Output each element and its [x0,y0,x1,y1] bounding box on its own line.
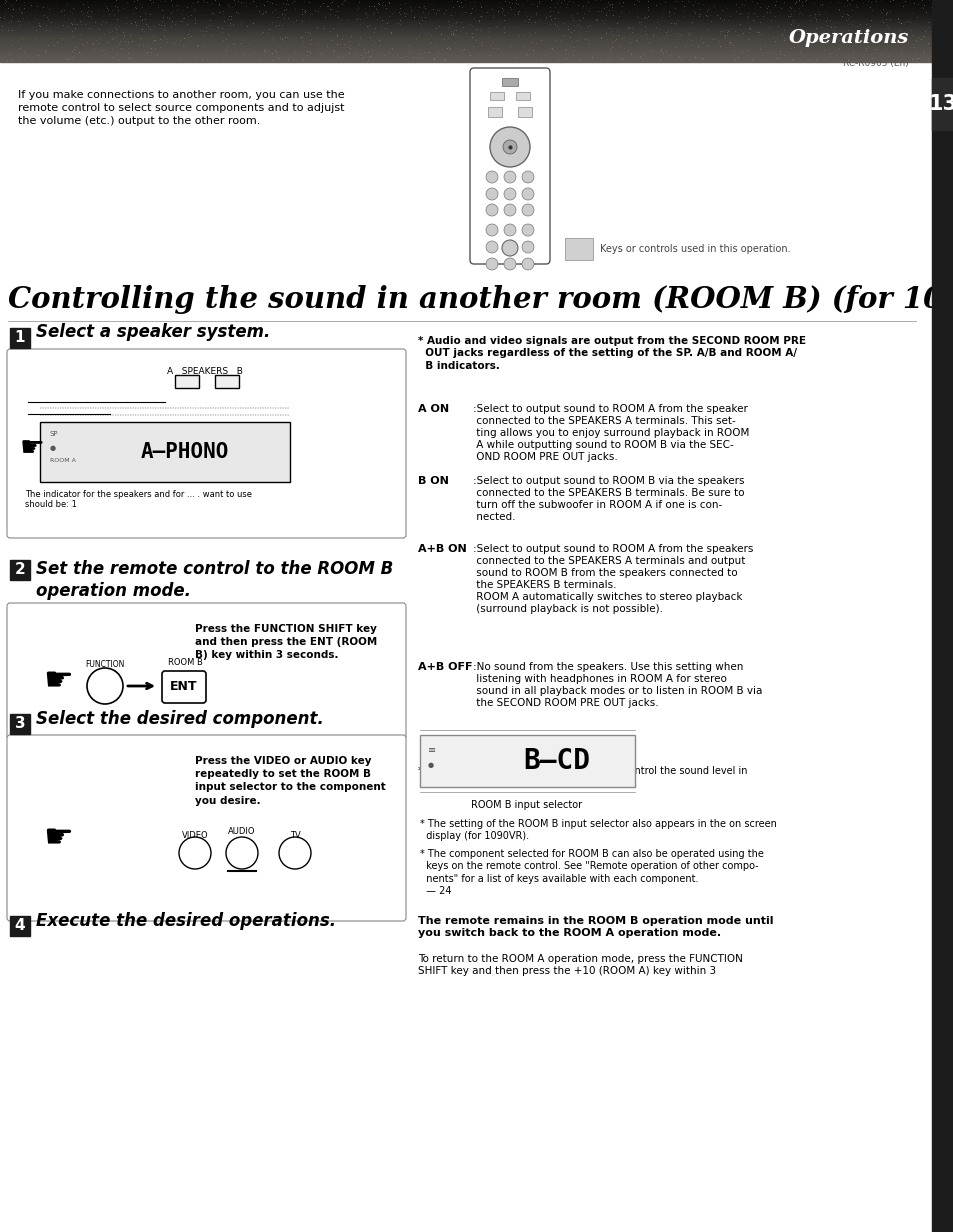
Circle shape [485,257,497,270]
Circle shape [521,224,534,237]
Text: 3: 3 [14,717,26,732]
Circle shape [502,140,517,154]
Circle shape [485,188,497,200]
Circle shape [278,837,311,869]
FancyBboxPatch shape [7,349,406,538]
Text: :No sound from the speakers. Use this setting when
 listening with headphones in: :No sound from the speakers. Use this se… [473,662,761,708]
Text: ●: ● [428,763,434,768]
Bar [564,238,593,260]
Text: Execute the desired operations.: Execute the desired operations. [36,912,335,930]
FancyBboxPatch shape [7,602,406,739]
Bar [40,423,290,482]
Circle shape [485,224,497,237]
Text: Keys or controls used in this operation.: Keys or controls used in this operation. [599,244,790,254]
Text: ROOM B: ROOM B [168,658,202,667]
Text: 4: 4 [14,919,26,934]
Text: ☛: ☛ [43,822,72,855]
Text: :Select to output sound to ROOM B via the speakers
 connected to the SPEAKERS B : :Select to output sound to ROOM B via th… [473,476,743,522]
Circle shape [501,240,517,256]
Circle shape [485,241,497,253]
Text: 2: 2 [14,563,26,578]
Text: ☛: ☛ [43,664,72,697]
Text: ENT: ENT [170,680,197,694]
Circle shape [226,837,257,869]
Circle shape [521,257,534,270]
Circle shape [521,241,534,253]
Bar [516,92,530,100]
Bar [10,917,30,936]
Circle shape [503,205,516,216]
Text: Operations: Operations [788,30,908,47]
Text: To return to the ROOM A operation mode, press the FUNCTION
SHIFT key and then pr: To return to the ROOM A operation mode, … [417,954,742,977]
Bar [10,328,30,347]
Text: ROOM B input selector: ROOM B input selector [471,800,582,809]
Text: A+B ON: A+B ON [417,545,466,554]
FancyBboxPatch shape [7,736,406,922]
Text: * The component selected for ROOM B can also be operated using the
  keys on the: * The component selected for ROOM B can … [419,849,763,896]
Circle shape [179,837,211,869]
Bar [10,561,30,580]
Text: A+B OFF: A+B OFF [417,662,472,671]
Text: Select the desired component.: Select the desired component. [36,710,323,728]
Text: FUNCTION
SHIFT: FUNCTION SHIFT [85,660,125,679]
Text: Set the remote control to the ROOM B
operation mode.: Set the remote control to the ROOM B ope… [36,561,393,600]
Text: VIDEO: VIDEO [181,830,208,839]
Bar [419,736,635,787]
Circle shape [503,257,516,270]
Text: 13: 13 [927,94,953,115]
Circle shape [521,188,534,200]
Circle shape [503,171,516,184]
Text: ROOM A: ROOM A [50,458,76,463]
Text: The remote remains in the ROOM B operation mode until
you switch back to the ROO: The remote remains in the ROOM B operati… [417,917,773,939]
Text: A   SPEAKERS   B: A SPEAKERS B [167,367,243,377]
Bar [490,92,503,100]
Text: B—CD: B—CD [523,747,590,775]
Text: :Select to output sound to ROOM A from the speakers
 connected to the SPEAKERS A: :Select to output sound to ROOM A from t… [473,545,753,614]
Circle shape [521,171,534,184]
Circle shape [485,171,497,184]
Text: ●: ● [50,445,56,451]
Bar [174,375,199,388]
Text: Select a speaker system.: Select a speaker system. [36,323,270,341]
Text: * The setting of the ROOM B input selector also appears in the on screen
  displ: * The setting of the ROOM B input select… [419,819,776,841]
Circle shape [485,205,497,216]
Bar [214,375,239,388]
Text: ≡: ≡ [428,745,436,755]
Circle shape [490,127,530,168]
Circle shape [521,205,534,216]
Text: 1: 1 [14,330,25,345]
Text: RC-R0905 (En): RC-R0905 (En) [842,59,908,68]
Bar [517,107,532,117]
FancyBboxPatch shape [162,671,206,703]
Bar [10,715,30,734]
FancyBboxPatch shape [470,68,550,264]
Text: Press the FUNCTION SHIFT key
and then press the ENT (ROOM
B) key within 3 second: Press the FUNCTION SHIFT key and then pr… [194,623,376,660]
Text: A—PHONO: A—PHONO [141,442,229,462]
Circle shape [503,241,516,253]
Text: * Audio and video signals are output from the SECOND ROOM PRE
  OUT jacks regard: * Audio and video signals are output fro… [417,336,805,371]
Text: B ON: B ON [417,476,449,485]
Text: TV: TV [290,830,300,839]
Bar [501,78,517,86]
Bar [931,0,953,1232]
Text: The indicator for the speakers and for ... . want to use
should be: 1: The indicator for the speakers and for .… [25,490,252,509]
Text: AUDIO: AUDIO [228,827,255,835]
Text: :Select to output sound to ROOM A from the speaker
 connected to the SPEAKERS A : :Select to output sound to ROOM A from t… [473,404,749,462]
Text: Press the VIDEO or AUDIO key
repeatedly to set the ROOM B
input selector to the : Press the VIDEO or AUDIO key repeatedly … [194,756,385,806]
Circle shape [503,224,516,237]
Text: ☛: ☛ [20,434,45,462]
Text: Controlling the sound in another room (ROOM B) (for 1090VR): Controlling the sound in another room (R… [8,285,953,314]
Bar [931,78,953,131]
Circle shape [503,188,516,200]
Text: A ON: A ON [417,404,449,414]
Text: * The MUTE and VOLUME +/- keys let you control the sound level in
 ROOM B.: * The MUTE and VOLUME +/- keys let you c… [417,766,747,788]
Bar [488,107,501,117]
Circle shape [87,668,123,703]
Text: If you make connections to another room, you can use the
remote control to selec: If you make connections to another room,… [18,90,344,127]
Text: SP: SP [50,431,58,437]
